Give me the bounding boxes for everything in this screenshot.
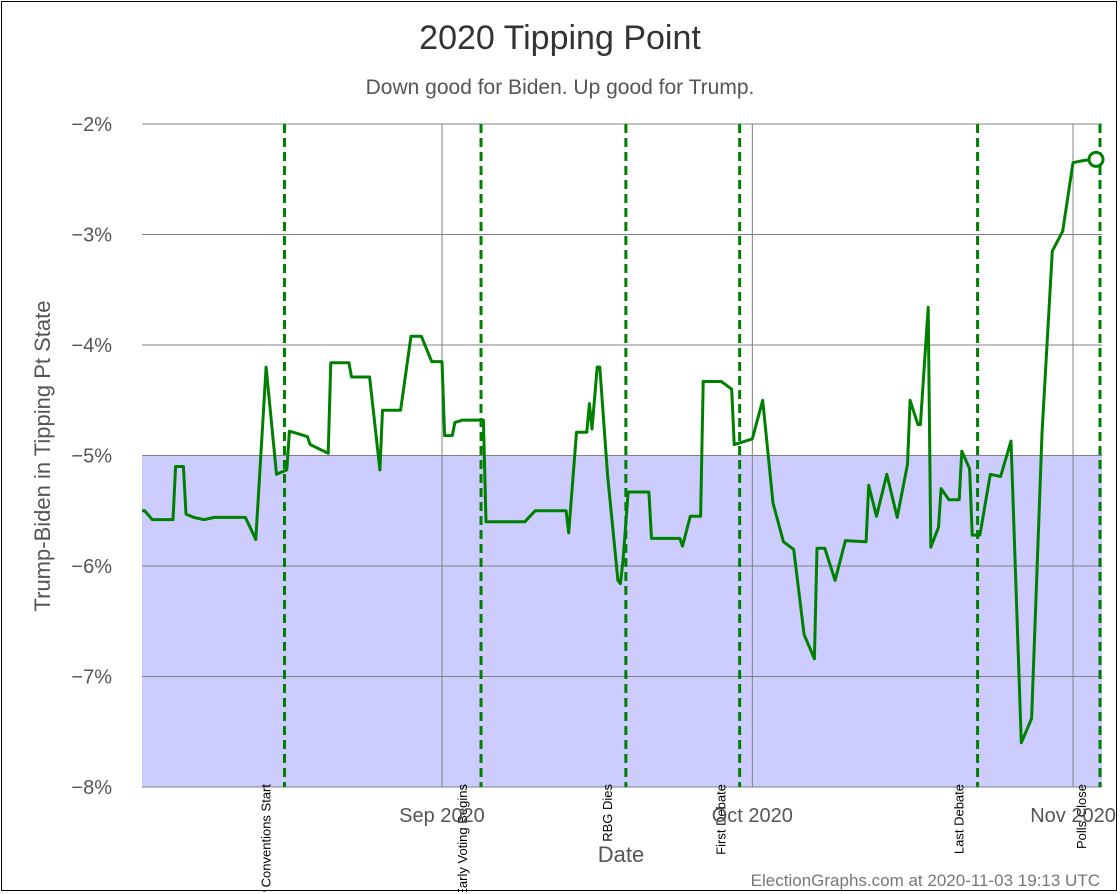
y-tick-label: −7% [71, 667, 112, 689]
event-label: RBG Dies [600, 784, 615, 842]
event-label: Party Conventions Start [258, 784, 273, 892]
x-axis-label: Date [598, 842, 644, 867]
event-markers: Party Conventions Start Early Voting Begi… [258, 124, 1102, 893]
y-axis-label: Trump-Biden in Tipping Pt State [30, 300, 55, 611]
event-label: Early Voting Begins [455, 784, 470, 893]
y-tick-label: −8% [71, 777, 112, 799]
x-tick-label: Oct 2020 [712, 805, 793, 827]
chart-subtitle: Down good for Biden. Up good for Trump. [366, 76, 755, 99]
y-tick-label: −2% [71, 114, 112, 136]
latest-value-marker [1087, 150, 1105, 168]
y-axis-tick-labels: −2% −3% −4% −5% −6% −7% −8% [71, 114, 112, 799]
y-tick-label: −4% [71, 335, 112, 357]
x-tick-label: Sep 2020 [399, 805, 485, 827]
chart-title: 2020 Tipping Point [419, 19, 701, 57]
x-axis-tick-labels: Sep 2020 Oct 2020 Nov 2020 [399, 805, 1116, 827]
y-tick-label: −5% [71, 446, 112, 468]
x-tick-label: Nov 2020 [1030, 805, 1116, 827]
event-label: Polls Close [1074, 784, 1089, 849]
tipping-point-line [142, 157, 1094, 745]
footer-credit: ElectionGraphs.com at 2020-11-03 19:13 U… [751, 871, 1100, 890]
event-label: First Debate [714, 784, 729, 855]
y-tick-label: −6% [71, 556, 112, 578]
horizontal-gridlines [142, 123, 1102, 788]
biden-favored-band [142, 455, 1102, 787]
y-tick-label: −3% [71, 225, 112, 247]
vertical-gridlines [441, 124, 1074, 787]
event-label: Last Debate [952, 784, 967, 854]
